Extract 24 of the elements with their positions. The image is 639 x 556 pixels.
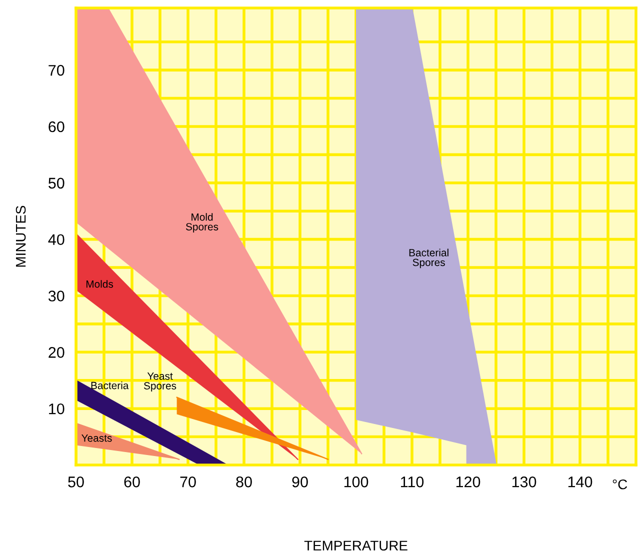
series-label: Yeasts (82, 434, 112, 442)
series-label: Bacterial Spores (409, 248, 448, 268)
y-tick-label: 30 (48, 290, 64, 302)
x-tick-label: 80 (236, 476, 252, 488)
y-tick-label: 60 (48, 121, 64, 132)
x-tick-label: 70 (180, 476, 196, 488)
x-tick-label: 110 (400, 476, 424, 488)
text: °C (612, 479, 628, 490)
x-tick-label: 100 (344, 476, 368, 488)
x-tick-label: 90 (292, 476, 308, 488)
y-tick-label: 10 (49, 403, 64, 414)
y-axis-title: MINUTES (16, 206, 26, 267)
series-label: Mold Spores (186, 213, 218, 232)
x-tick-label: 120 (456, 476, 480, 488)
x-tick-label: 140 (568, 476, 592, 488)
x-axis-title: TEMPERATURE (304, 540, 408, 551)
y-tick-label: 50 (48, 178, 64, 189)
x-tick-label: 130 (512, 476, 536, 488)
y-tick-label: 20 (48, 347, 64, 358)
x-tick-label: 60 (124, 476, 140, 488)
series-label: Molds (86, 280, 114, 288)
y-tick-label: 70 (48, 64, 64, 76)
x-tick-label: 50 (68, 476, 84, 488)
y-tick-label: 40 (48, 234, 64, 246)
